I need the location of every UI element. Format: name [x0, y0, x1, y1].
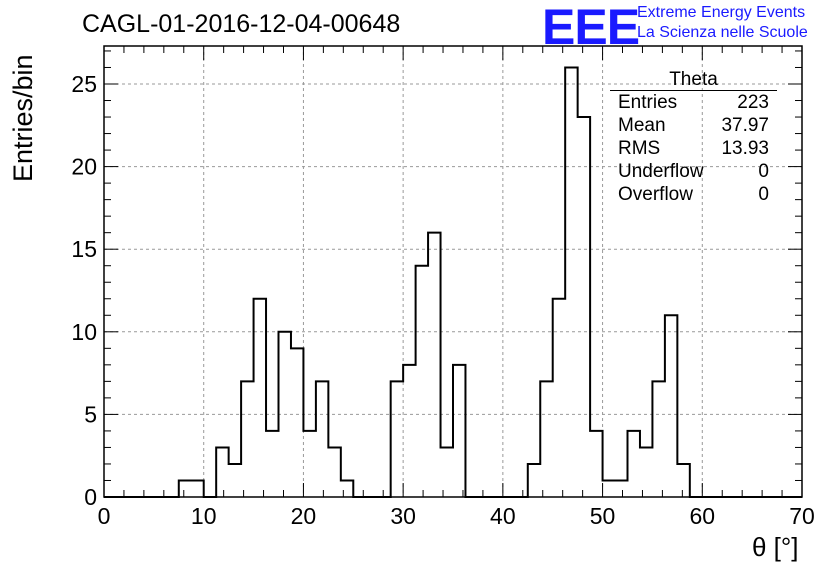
plot-frame	[103, 45, 803, 498]
x-tick-label: 50	[590, 503, 616, 529]
stats-label: Underflow	[618, 161, 704, 182]
x-tick-label: 10	[191, 503, 217, 529]
x-tick-label: 0	[98, 503, 111, 529]
x-tick-label: 40	[490, 503, 516, 529]
stats-value: 37.97	[721, 115, 769, 136]
y-tick-label: 20	[71, 154, 97, 180]
y-tick-label: 5	[84, 401, 97, 427]
stats-value: 0	[758, 184, 769, 205]
stats-label: Entries	[618, 92, 678, 113]
x-axis-label: θ [°]	[752, 532, 799, 562]
stats-row-overflow: Overflow 0	[610, 183, 777, 206]
x-tick-label: 70	[789, 503, 815, 529]
logo-tagline-1: Extreme Energy Events	[637, 4, 806, 21]
y-tick-label: 15	[71, 236, 97, 262]
y-tick-label: 10	[71, 319, 97, 345]
eee-logo: EEE	[542, 0, 640, 55]
y-tick-label: 0	[84, 484, 97, 510]
stats-box: Theta Entries 223 Mean 37.97 RMS 13.93 U…	[610, 70, 777, 206]
stats-row-underflow: Underflow 0	[610, 160, 777, 183]
y-tick-label: 25	[71, 71, 97, 97]
x-tick-label: 30	[390, 503, 416, 529]
histogram-series-line	[104, 66, 802, 498]
stats-row-entries: Entries 223	[610, 91, 777, 114]
stats-value: 13.93	[721, 138, 769, 159]
y-axis-label: Entries/bin	[8, 54, 38, 182]
x-tick-label: 20	[291, 503, 317, 529]
stats-label: Mean	[618, 115, 666, 136]
stats-value: 223	[737, 92, 769, 113]
x-tick-label: 60	[689, 503, 715, 529]
stats-label: Overflow	[618, 184, 693, 205]
stats-row-mean: Mean 37.97	[610, 114, 777, 137]
logo-tagline-2: La Scienza nelle Scuole	[637, 24, 808, 41]
stats-label: RMS	[618, 138, 661, 159]
chart-title: CAGL-01-2016-12-04-00648	[82, 10, 401, 38]
stats-title: Theta	[610, 70, 777, 91]
stats-row-rms: RMS 13.93	[610, 137, 777, 160]
stats-value: 0	[758, 161, 769, 182]
